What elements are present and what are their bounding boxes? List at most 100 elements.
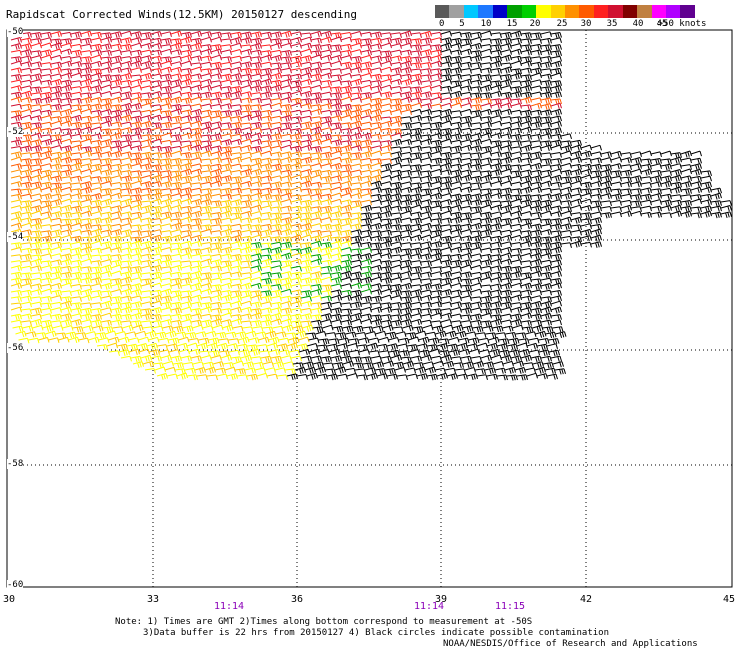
wind-barb: [270, 272, 282, 279]
wind-barb: [300, 194, 312, 200]
wind-barb: [190, 288, 202, 295]
wind-barb: [100, 36, 112, 44]
wind-barb: [180, 355, 192, 362]
wind-barb: [480, 242, 492, 248]
wind-barb: [330, 115, 342, 122]
wind-barb: [190, 260, 202, 267]
wind-barb: [330, 175, 342, 182]
wind-barb: [420, 37, 432, 45]
wind-barb: [250, 224, 262, 231]
wind-barb: [120, 229, 132, 236]
wind-barb: [470, 132, 482, 140]
wind-barb: [194, 367, 206, 374]
wind-barb: [140, 98, 152, 105]
wind-barb: [400, 157, 412, 164]
wind-barb: [260, 235, 272, 242]
wind-barb: [85, 331, 97, 337]
wind-barb: [110, 96, 122, 103]
wind-barb: [120, 108, 132, 116]
wind-barb: [320, 217, 332, 223]
wind-barb: [530, 258, 542, 266]
wind-barb: [388, 349, 400, 357]
wind-barb: [700, 205, 712, 213]
wind-barb: [310, 132, 322, 140]
wind-barb: [100, 254, 112, 261]
wind-barb: [230, 206, 242, 213]
legend-swatch: [521, 5, 537, 18]
wind-barb: [360, 199, 372, 206]
wind-barb: [660, 187, 672, 194]
wind-barb: [430, 60, 442, 67]
wind-barb: [380, 306, 392, 314]
wind-barb: [230, 254, 242, 261]
wind-barb: [520, 109, 532, 117]
wind-barb: [470, 127, 482, 134]
wind-barb: [580, 228, 592, 236]
wind-barb: [326, 373, 338, 381]
wind-barb: [290, 234, 302, 242]
wind-barb: [320, 145, 332, 152]
wind-barb: [700, 199, 712, 206]
wind-barb: [90, 283, 102, 289]
wind-barb: [370, 314, 382, 321]
wind-barb: [370, 145, 382, 151]
wind-barb: [440, 37, 452, 44]
wind-barb: [108, 336, 120, 344]
wind-barb: [180, 36, 192, 44]
wind-barb: [280, 175, 292, 182]
wind-barb: [40, 302, 52, 309]
wind-barb: [260, 290, 272, 297]
wind-barb: [520, 276, 532, 283]
wind-barb: [210, 212, 222, 219]
wind-barb: [60, 313, 72, 320]
wind-barb: [140, 127, 152, 134]
wind-barb: [520, 295, 532, 302]
wind-barb: [196, 342, 208, 350]
wind-barb: [236, 374, 248, 380]
wind-barb: [336, 373, 348, 380]
wind-barb: [30, 164, 42, 170]
wind-barb: [510, 216, 522, 224]
wind-barb: [150, 300, 162, 307]
wind-barb: [530, 223, 542, 231]
wind-barb: [230, 247, 242, 254]
wind-barb: [100, 188, 112, 195]
wind-barb: [370, 97, 382, 105]
wind-barb: [380, 187, 392, 195]
wind-barb: [270, 260, 282, 267]
wind-barb: [580, 241, 592, 248]
wind-barb: [140, 313, 152, 321]
wind-barb: [650, 163, 662, 169]
wind-barb: [540, 97, 552, 105]
wind-barb: [152, 325, 164, 332]
wind-barb: [220, 271, 232, 278]
wind-barb: [170, 187, 182, 194]
wind-barb: [290, 162, 302, 170]
wind-barb: [60, 103, 72, 110]
wind-barb: [500, 97, 512, 104]
wind-barb: [260, 91, 272, 99]
wind-barb: [60, 259, 72, 266]
wind-barb: [10, 175, 22, 182]
wind-barb: [270, 318, 282, 325]
wind-barb: [500, 126, 512, 134]
wind-barb: [540, 86, 552, 93]
wind-barb: [460, 259, 472, 266]
wind-barb: [180, 265, 192, 271]
wind-barb: [420, 109, 432, 116]
wind-barb: [160, 151, 172, 159]
wind-barb: [400, 282, 412, 290]
wind-barb: [340, 308, 352, 315]
wind-barb: [466, 343, 478, 350]
wind-barb: [320, 301, 332, 308]
wind-barb: [100, 229, 112, 236]
wind-barb: [270, 301, 282, 308]
wind-barb: [220, 253, 232, 260]
wind-barb: [120, 271, 132, 278]
wind-barb: [230, 223, 242, 230]
wind-barb: [480, 84, 492, 92]
wind-barb: [190, 108, 202, 116]
wind-barb: [470, 55, 482, 62]
wind-barb: [360, 235, 372, 242]
wind-barb: [300, 98, 312, 105]
